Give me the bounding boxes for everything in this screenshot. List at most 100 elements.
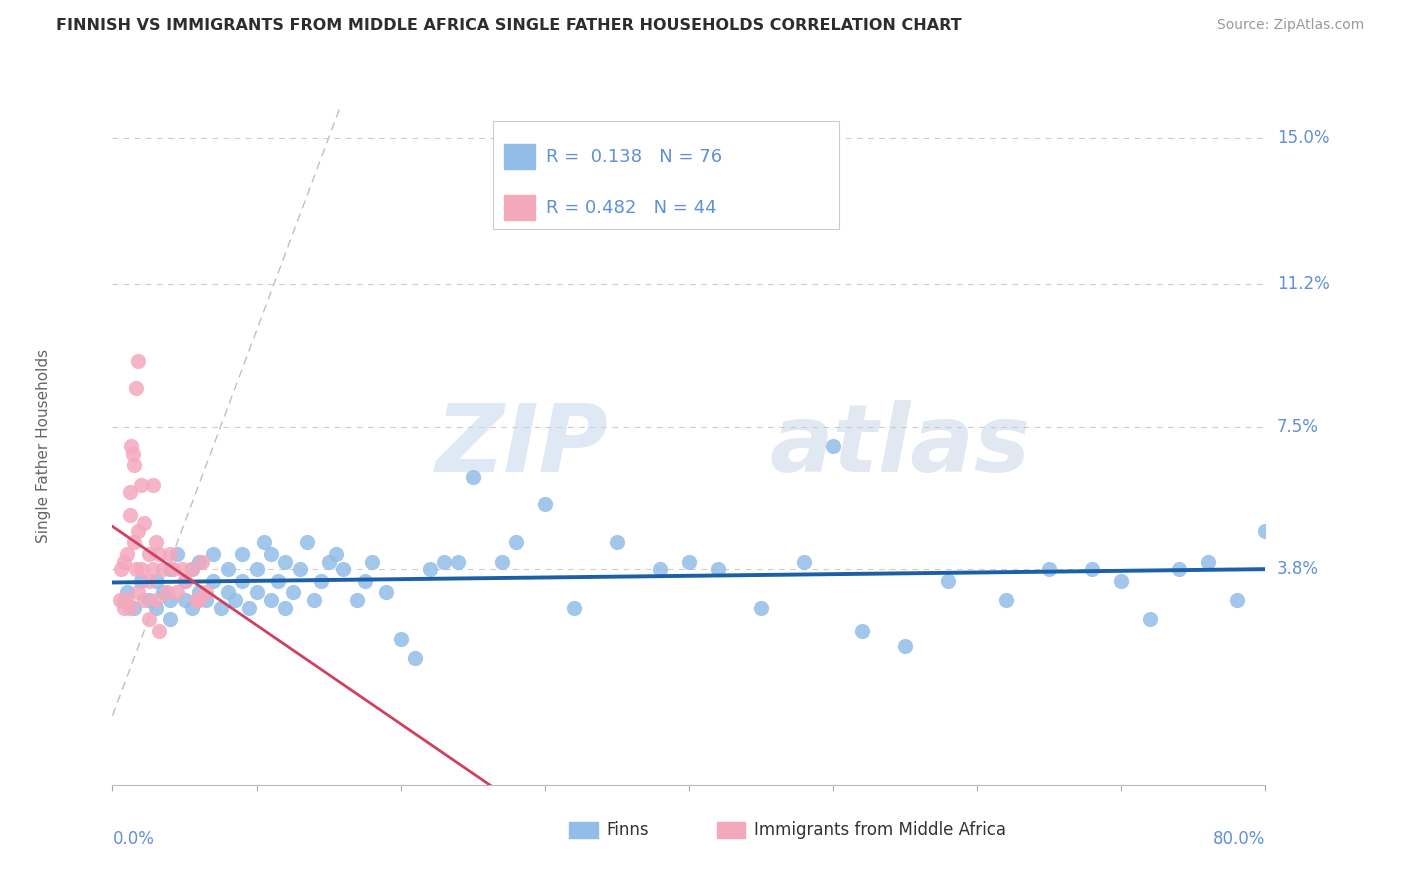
Point: [127, 585, 149, 599]
Point: [148, 547, 170, 561]
Point: [1111, 574, 1133, 588]
Point: [267, 574, 290, 588]
Point: [110, 562, 132, 576]
Point: [115, 547, 138, 561]
Point: [288, 562, 311, 576]
Point: [353, 574, 375, 588]
Point: [419, 562, 441, 576]
Point: [188, 555, 211, 569]
Text: R =  0.138   N = 76: R = 0.138 N = 76: [547, 148, 723, 166]
Point: [127, 524, 149, 538]
Point: [1167, 562, 1189, 576]
Text: FINNISH VS IMMIGRANTS FROM MIDDLE AFRICA SINGLE FATHER HOUSEHOLDS CORRELATION CH: FINNISH VS IMMIGRANTS FROM MIDDLE AFRICA…: [56, 18, 962, 33]
Point: [134, 516, 156, 530]
Point: [533, 497, 555, 511]
Point: [793, 555, 815, 569]
Point: [159, 562, 181, 576]
Point: [112, 593, 135, 607]
Point: [894, 640, 917, 654]
Point: [118, 508, 141, 523]
Point: [142, 477, 165, 491]
Point: [115, 585, 138, 599]
Point: [129, 477, 153, 491]
Point: [995, 593, 1018, 607]
Point: [245, 585, 267, 599]
Point: [1139, 612, 1161, 626]
Point: [1197, 555, 1219, 569]
Text: 80.0%: 80.0%: [1213, 830, 1265, 847]
Point: [145, 593, 167, 607]
Point: [173, 574, 195, 588]
Point: [238, 600, 260, 615]
Point: [678, 555, 700, 569]
Point: [118, 485, 141, 500]
Point: [505, 535, 527, 549]
Point: [112, 600, 135, 615]
Point: [217, 585, 239, 599]
Point: [231, 574, 253, 588]
Point: [122, 458, 145, 473]
Point: [318, 555, 340, 569]
Point: [191, 555, 214, 569]
Point: [180, 600, 202, 615]
Point: [311, 574, 333, 588]
Point: [138, 574, 160, 588]
Point: [118, 600, 141, 615]
Point: [274, 555, 297, 569]
Text: Source: ZipAtlas.com: Source: ZipAtlas.com: [1216, 18, 1364, 32]
Text: R = 0.482   N = 44: R = 0.482 N = 44: [547, 199, 717, 217]
Point: [562, 600, 585, 615]
Point: [115, 593, 138, 607]
Point: [325, 547, 347, 561]
Point: [173, 574, 195, 588]
Text: ZIP: ZIP: [436, 400, 609, 492]
Point: [231, 547, 253, 561]
Point: [159, 612, 181, 626]
Point: [173, 593, 195, 607]
Point: [180, 562, 202, 576]
Point: [159, 593, 181, 607]
Point: [129, 562, 153, 576]
Point: [1254, 524, 1277, 538]
Point: [124, 381, 146, 395]
Text: 11.2%: 11.2%: [1277, 276, 1330, 293]
Point: [1226, 593, 1249, 607]
Point: [1038, 562, 1060, 576]
Point: [188, 585, 211, 599]
Point: [1081, 562, 1104, 576]
Text: 0.0%: 0.0%: [112, 830, 155, 847]
Point: [122, 535, 145, 549]
Point: [108, 593, 131, 607]
Point: [461, 470, 484, 484]
Text: 15.0%: 15.0%: [1277, 128, 1329, 147]
Point: [122, 600, 145, 615]
Point: [180, 562, 202, 576]
Point: [260, 547, 283, 561]
Point: [936, 574, 959, 588]
Text: 7.5%: 7.5%: [1277, 417, 1319, 435]
Point: [360, 555, 382, 569]
Point: [142, 562, 165, 576]
Point: [245, 562, 267, 576]
Point: [159, 547, 181, 561]
Point: [209, 600, 232, 615]
Text: Immigrants from Middle Africa: Immigrants from Middle Africa: [754, 822, 1005, 839]
Point: [304, 593, 326, 607]
Point: [162, 562, 184, 576]
Text: 3.8%: 3.8%: [1277, 560, 1319, 578]
Point: [195, 585, 218, 599]
Point: [134, 593, 156, 607]
Point: [195, 593, 218, 607]
Point: [491, 555, 513, 569]
Text: Single Father Households: Single Father Households: [35, 349, 51, 543]
Point: [129, 574, 153, 588]
Point: [152, 562, 174, 576]
Point: [281, 585, 304, 599]
Point: [148, 624, 170, 638]
Point: [124, 562, 146, 576]
Point: [346, 593, 368, 607]
Point: [138, 547, 160, 561]
Point: [648, 562, 672, 576]
Point: [127, 354, 149, 368]
Point: [184, 593, 207, 607]
